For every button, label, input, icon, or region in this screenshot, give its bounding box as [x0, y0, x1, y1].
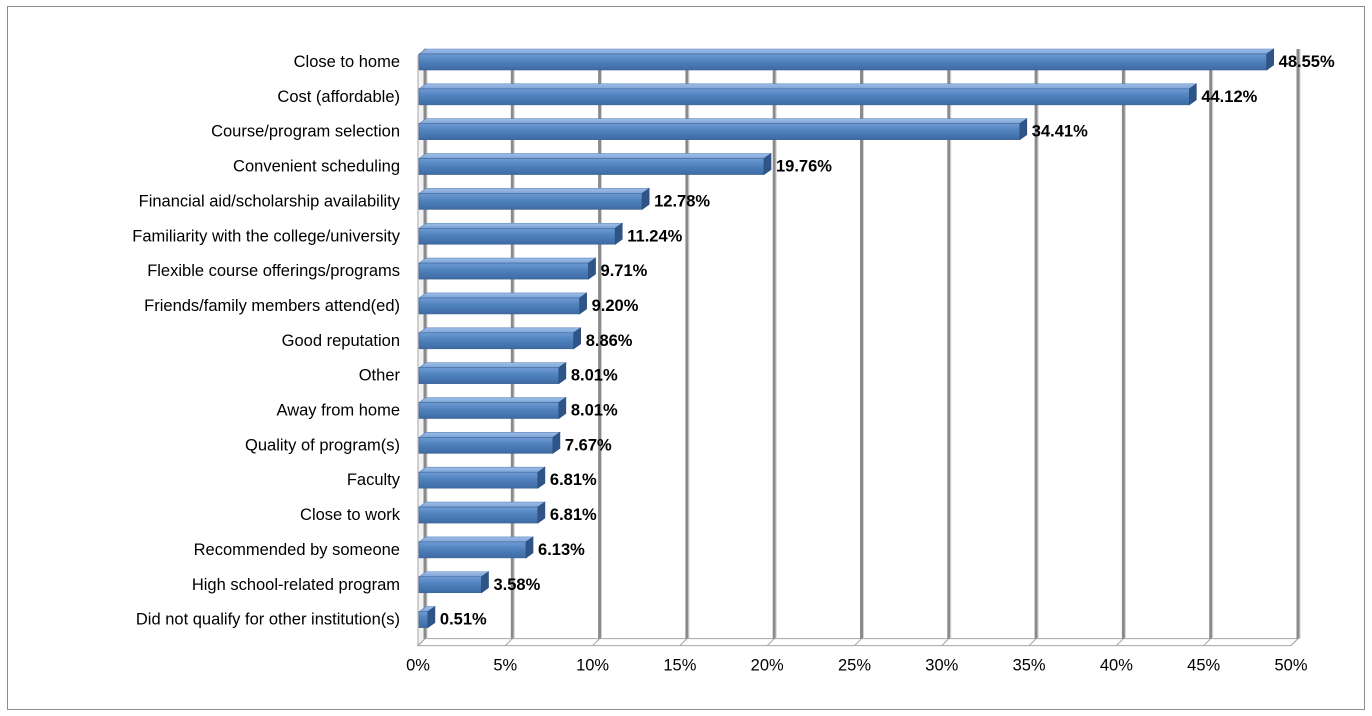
data-label: 34.41% — [1032, 123, 1088, 141]
data-label: 12.78% — [654, 192, 710, 210]
x-tick-label: 15% — [663, 657, 696, 675]
data-label: 44.12% — [1201, 88, 1257, 106]
data-label: 19.76% — [776, 158, 832, 176]
bar — [418, 222, 624, 245]
x-tick-label: 25% — [838, 657, 871, 675]
data-label: 6.81% — [550, 471, 597, 489]
x-tick-labels: 0% 5% 10% 15% 20% 25% 30% 35% 40% 45% 50% — [406, 657, 1308, 675]
category-label: Good reputation — [282, 332, 400, 350]
floor-tick — [1028, 638, 1037, 646]
data-label: 8.01% — [571, 367, 618, 385]
category-label: Recommended by someone — [194, 541, 400, 559]
x-tick-label: 40% — [1100, 657, 1133, 675]
bar — [418, 396, 567, 420]
bar — [418, 606, 436, 629]
category-labels: Close to home Cost (affordable) Course/pro… — [132, 53, 401, 629]
bar — [418, 362, 567, 385]
floor-tick — [854, 638, 862, 646]
category-label: Convenient scheduling — [233, 158, 400, 176]
data-label: 48.55% — [1279, 53, 1335, 71]
category-label: Did not qualify for other institution(s) — [136, 611, 400, 629]
category-label: Other — [359, 367, 401, 385]
category-label: Away from home — [277, 402, 401, 420]
bar — [418, 431, 561, 454]
data-label: 6.13% — [538, 541, 585, 559]
data-label: 9.20% — [592, 297, 639, 315]
bar — [418, 292, 588, 315]
x-tick-label: 0% — [406, 657, 430, 675]
category-label: High school-related program — [192, 576, 400, 594]
bars — [418, 48, 1275, 629]
category-label: Quality of program(s) — [245, 436, 400, 454]
category-label: Familiarity with the college/university — [132, 227, 401, 245]
category-label: Close to home — [294, 53, 400, 71]
category-label: Financial aid/scholarship availability — [139, 192, 401, 210]
bar — [418, 501, 546, 524]
category-label: Cost (affordable) — [277, 88, 400, 106]
bar — [418, 257, 597, 280]
floor-tick — [766, 638, 775, 646]
floor-tick — [592, 638, 600, 646]
x-tick-label: 45% — [1187, 657, 1220, 675]
category-label: Friends/family members attend(ed) — [144, 297, 400, 315]
data-label: 8.86% — [586, 332, 633, 350]
data-label: 11.24% — [627, 227, 682, 245]
floor-tick — [1203, 638, 1212, 646]
x-tick-label: 20% — [751, 657, 784, 675]
category-label: Flexible course offerings/programs — [147, 262, 400, 280]
x-tick-label: 30% — [925, 657, 958, 675]
bar — [418, 48, 1275, 71]
data-label: 8.01% — [571, 402, 618, 420]
bar — [418, 152, 772, 176]
floor-tick — [1116, 638, 1124, 646]
bar-chart: Close to home Cost (affordable) Course/pro… — [132, 47, 1335, 675]
bar — [418, 466, 546, 489]
x-tick-label: 50% — [1274, 657, 1307, 675]
chart-frame: Close to home Cost (affordable) Course/pro… — [7, 6, 1365, 710]
data-labels: 48.55% 44.12% 34.41% 19.76% 12.78% 11.24% 9.71… — [440, 53, 1335, 629]
data-label: 9.71% — [601, 262, 648, 280]
data-label: 3.58% — [494, 576, 541, 594]
bar — [418, 536, 534, 559]
floor-tick — [679, 638, 688, 646]
bar — [418, 83, 1198, 106]
category-label: Faculty — [347, 471, 401, 489]
bar — [418, 571, 490, 594]
data-label: 7.67% — [565, 436, 612, 454]
x-tick-label: 5% — [493, 657, 517, 675]
bar — [418, 187, 651, 210]
category-label: Close to work — [300, 506, 401, 524]
floor-tick — [504, 638, 513, 646]
data-label: 6.81% — [550, 506, 597, 524]
category-label: Course/program selection — [211, 123, 400, 141]
x-tick-label: 10% — [576, 657, 609, 675]
floor-tick — [941, 638, 950, 646]
data-label: 0.51% — [440, 611, 487, 629]
floor-tick — [1290, 638, 1299, 646]
bar — [418, 118, 1028, 141]
bar — [418, 327, 582, 350]
floor-tick — [417, 638, 426, 646]
x-tick-label: 35% — [1013, 657, 1046, 675]
